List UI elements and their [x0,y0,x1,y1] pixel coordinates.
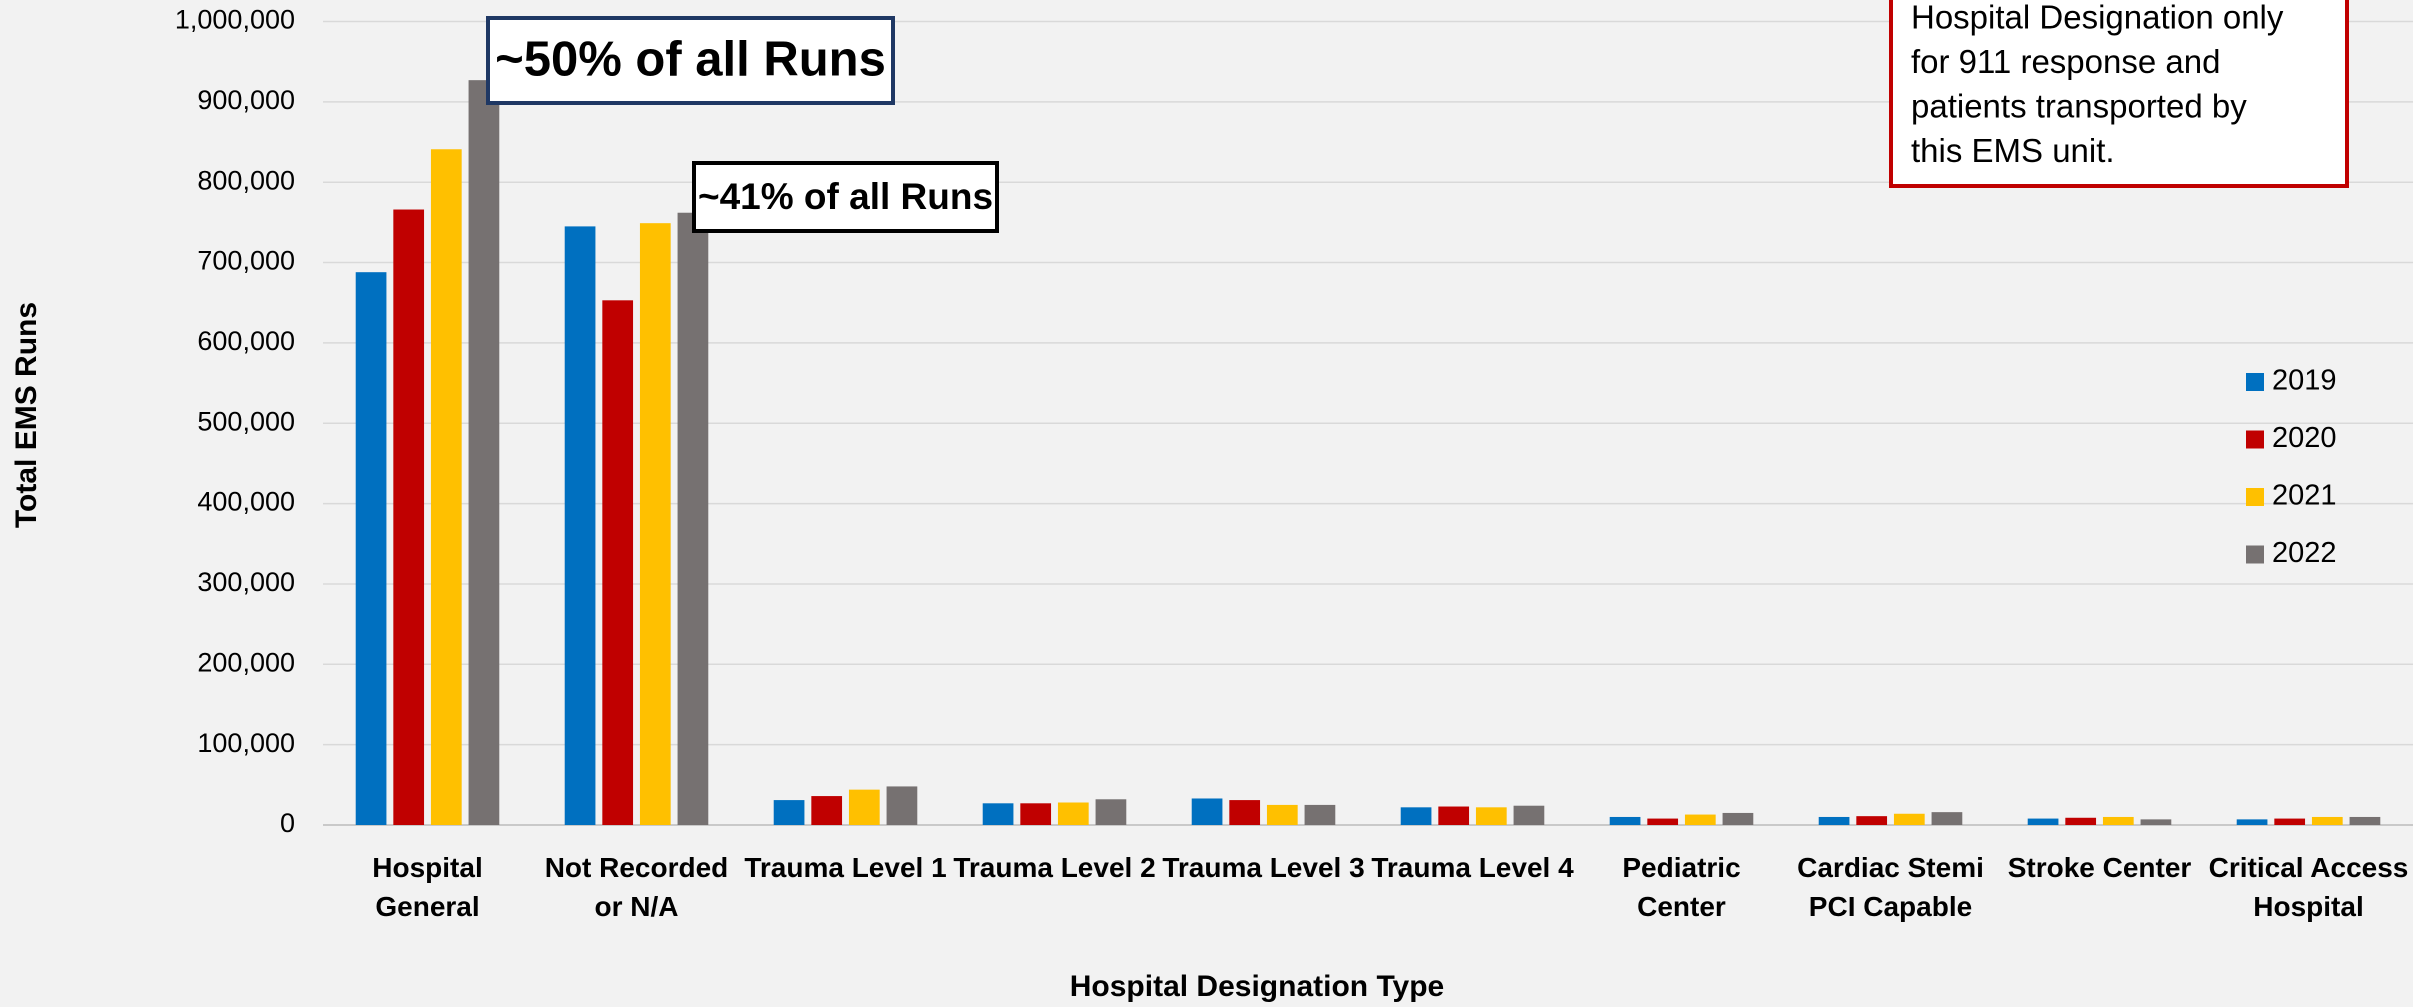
x-axis-title: Hospital Designation Type [1070,970,1445,1003]
legend-label: 2020 [2272,422,2337,454]
legend-swatch [2246,430,2264,449]
bar [677,212,709,825]
bar [1191,798,1223,825]
bar [2311,816,2343,825]
x-tick-label: Stroke Center [2007,852,2192,883]
bar [1647,818,1679,825]
y-tick-label: 800,000 [197,165,295,195]
note-box [1889,0,2349,188]
bar [1400,807,1432,825]
y-tick-label: 700,000 [197,246,295,276]
bar [848,789,880,825]
annotation: ~41% of all Runs [698,176,993,217]
bar [886,786,918,825]
bar [1057,802,1089,825]
bar [1818,816,1850,825]
bar [1856,816,1888,825]
bar [639,223,671,826]
note-line: for 911 response and [1911,43,2220,80]
bar [1684,814,1716,825]
bar [2236,819,2268,825]
bar [564,226,596,825]
x-tick-label: Not Recorded or N/A [544,852,729,922]
bar [811,796,843,825]
x-tick-label: Critical Access Hospital [2208,852,2409,922]
bar [1609,816,1641,825]
legend-swatch [2246,545,2264,564]
bar [355,272,387,825]
y-tick-label: 400,000 [197,487,295,517]
y-tick-label: 600,000 [197,326,295,356]
y-tick-label: 1,000,000 [175,5,295,35]
note-line: patients transported by [1911,88,2247,125]
bar [1722,812,1754,825]
bar [2102,816,2134,825]
y-tick-label: 900,000 [197,85,295,115]
annotation-box [486,16,895,105]
legend-label: 2019 [2272,365,2337,397]
bar [430,149,462,826]
bar [2349,816,2381,825]
bar [1438,806,1470,825]
bar [773,800,805,825]
legend-swatch [2246,373,2264,391]
bar [1095,799,1127,825]
bar [1893,813,1925,825]
y-tick-label: 0 [280,808,295,838]
x-tick-label: Trauma Level 2 [953,852,1156,883]
annotation-box [692,161,999,233]
bar [2065,817,2097,825]
bar [1266,804,1298,825]
bar [2274,818,2306,825]
bar [1513,805,1545,825]
bar [602,300,634,825]
bar [468,80,500,825]
bar [1475,807,1507,825]
note-line: Hospital Designation only [1911,0,2284,36]
bar [1304,804,1336,825]
y-tick-label: 100,000 [197,728,295,758]
x-tick-label: Trauma Level 3 [1162,852,1365,883]
x-tick-label: Trauma Level 4 [1371,852,1574,883]
bar [2027,818,2059,825]
x-tick-label: Hospital General [372,852,483,922]
y-tick-label: 300,000 [197,567,295,597]
note-line: this EMS unit. [1911,132,2115,169]
x-tick-label: Trauma Level 1 [744,852,947,883]
bar [393,209,425,826]
y-axis-title: Total EMS Runs [10,302,43,528]
bar [1229,800,1261,825]
bar [1931,812,1963,825]
y-tick-label: 200,000 [197,647,295,677]
legend-label: 2022 [2272,537,2337,569]
x-tick-label: Cardiac Stemi PCI Capable [1797,852,1984,922]
bar [982,803,1014,825]
legend-label: 2021 [2272,480,2337,512]
y-tick-label: 500,000 [197,406,295,436]
bar [1020,803,1052,825]
annotation: ~50% of all Runs [495,32,886,86]
x-tick-label: Pediatric Center [1622,852,1741,922]
bar [2140,819,2172,825]
legend-swatch [2246,488,2264,506]
